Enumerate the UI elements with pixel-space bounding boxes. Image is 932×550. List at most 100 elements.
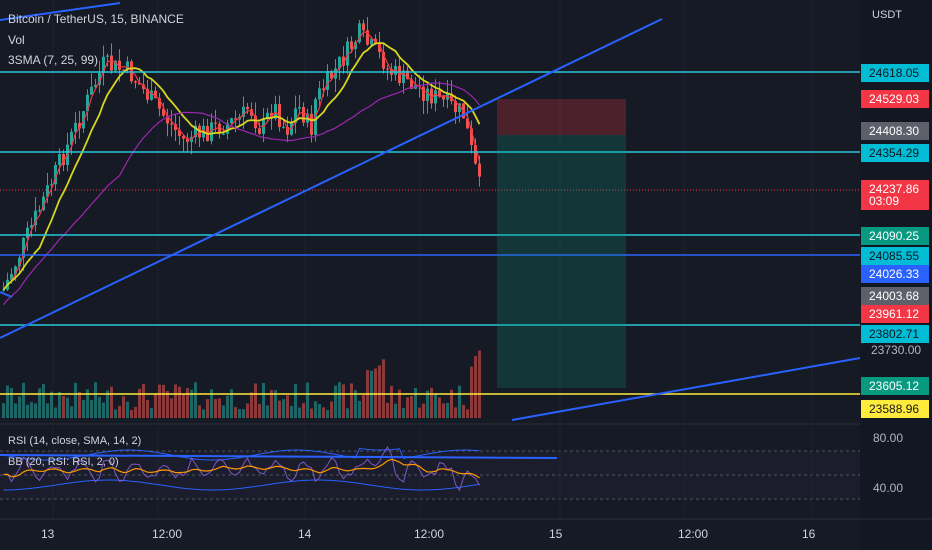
time-tick-label: 14 bbox=[298, 527, 312, 541]
volume-bar bbox=[158, 384, 161, 418]
volume-bar bbox=[30, 402, 33, 418]
candle-body bbox=[90, 86, 93, 95]
volume-bar bbox=[290, 406, 293, 418]
volume-bar bbox=[106, 390, 109, 418]
volume-bar bbox=[418, 407, 421, 418]
rsi-tick-40: 40.00 bbox=[873, 481, 904, 495]
candle-body bbox=[178, 129, 181, 136]
volume-bar bbox=[246, 403, 249, 418]
volume-bar bbox=[242, 409, 245, 418]
volume-bar bbox=[302, 403, 305, 418]
candle-body bbox=[366, 30, 369, 45]
volume-bar bbox=[194, 382, 197, 418]
time-tick-label: 13 bbox=[41, 527, 55, 541]
candle-body bbox=[226, 123, 229, 134]
volume-bar bbox=[422, 403, 425, 418]
volume-bar bbox=[222, 405, 225, 418]
volume-bar bbox=[134, 406, 137, 418]
volume-bar bbox=[382, 359, 385, 418]
candle-body bbox=[134, 81, 137, 83]
candle-body bbox=[466, 118, 469, 129]
volume-bar bbox=[386, 402, 389, 418]
volume-bar bbox=[326, 409, 329, 418]
volume-bar bbox=[258, 404, 261, 418]
volume-bar bbox=[54, 407, 57, 418]
volume-bar bbox=[254, 383, 257, 418]
time-tick-label: 12:00 bbox=[152, 527, 183, 541]
candle-body bbox=[246, 106, 249, 110]
volume-bar bbox=[458, 385, 461, 418]
candle-body bbox=[230, 118, 233, 124]
candle-body bbox=[114, 60, 117, 71]
volume-bar bbox=[398, 389, 401, 418]
candle-body bbox=[166, 115, 169, 124]
candle-body bbox=[50, 184, 53, 186]
volume-bar bbox=[310, 408, 313, 418]
candle-body bbox=[170, 123, 173, 125]
volume-bar bbox=[442, 403, 445, 418]
candle-body bbox=[102, 56, 105, 74]
volume-bar bbox=[298, 407, 301, 418]
candle-body bbox=[30, 225, 33, 228]
volume-bar bbox=[350, 383, 353, 418]
volume-bar bbox=[138, 388, 141, 418]
candle-body bbox=[286, 126, 289, 135]
volume-bar bbox=[186, 388, 189, 418]
volume-bar bbox=[82, 399, 85, 418]
candle-body bbox=[118, 60, 121, 70]
price-label: 24003.68 bbox=[861, 287, 929, 305]
volume-bar bbox=[226, 395, 229, 418]
candle-body bbox=[74, 122, 77, 132]
volume-bar bbox=[278, 400, 281, 418]
volume-bar bbox=[6, 385, 9, 418]
volume-bar bbox=[474, 356, 477, 418]
candle-body bbox=[386, 68, 389, 70]
volume-bar bbox=[342, 384, 345, 418]
candle-body bbox=[214, 122, 217, 124]
volume-bar bbox=[86, 389, 89, 418]
volume-bar bbox=[34, 403, 37, 418]
volume-bar bbox=[78, 392, 81, 418]
candle-body bbox=[174, 124, 177, 130]
rsi-tick-80: 80.00 bbox=[873, 431, 904, 445]
volume-bar bbox=[362, 395, 365, 418]
price-label: 24354.29 bbox=[861, 144, 929, 162]
volume-bar bbox=[262, 382, 265, 418]
candle-body bbox=[322, 88, 325, 90]
volume-bar bbox=[210, 389, 213, 418]
volume-bar bbox=[14, 403, 17, 418]
candle-body bbox=[406, 70, 409, 80]
price-label: 24026.33 bbox=[861, 265, 929, 283]
volume-bar bbox=[230, 389, 233, 418]
volume-bar bbox=[46, 403, 49, 418]
volume-bar bbox=[94, 382, 97, 418]
volume-bar bbox=[270, 390, 273, 418]
price-label: 23961.12 bbox=[861, 305, 929, 323]
volume-bar bbox=[354, 390, 357, 418]
candle-body bbox=[158, 98, 161, 109]
volume-bar bbox=[190, 389, 193, 418]
candle-body bbox=[258, 128, 261, 134]
volume-bar bbox=[38, 388, 41, 418]
volume-bar bbox=[346, 408, 349, 418]
volume-bar bbox=[414, 387, 417, 418]
candle-body bbox=[146, 88, 149, 100]
candle-body bbox=[410, 79, 413, 89]
price-label: 23605.12 bbox=[861, 377, 929, 395]
candle-body bbox=[470, 128, 473, 145]
sma-slow-line bbox=[3, 82, 480, 306]
candle-body bbox=[138, 82, 141, 85]
rsi-trend-line bbox=[0, 454, 558, 459]
volume-bar bbox=[170, 398, 173, 418]
volume-bar bbox=[402, 408, 405, 418]
price-label: 23588.96 bbox=[861, 400, 929, 418]
candle-body bbox=[450, 93, 453, 102]
sma-legend: 3SMA (7, 25, 99) bbox=[8, 53, 99, 67]
volume-bar bbox=[26, 404, 29, 418]
volume-bar bbox=[218, 398, 221, 418]
volume-bar bbox=[374, 368, 377, 418]
volume-bar bbox=[450, 389, 453, 418]
candle-body bbox=[54, 164, 57, 185]
candle-body bbox=[126, 61, 129, 70]
